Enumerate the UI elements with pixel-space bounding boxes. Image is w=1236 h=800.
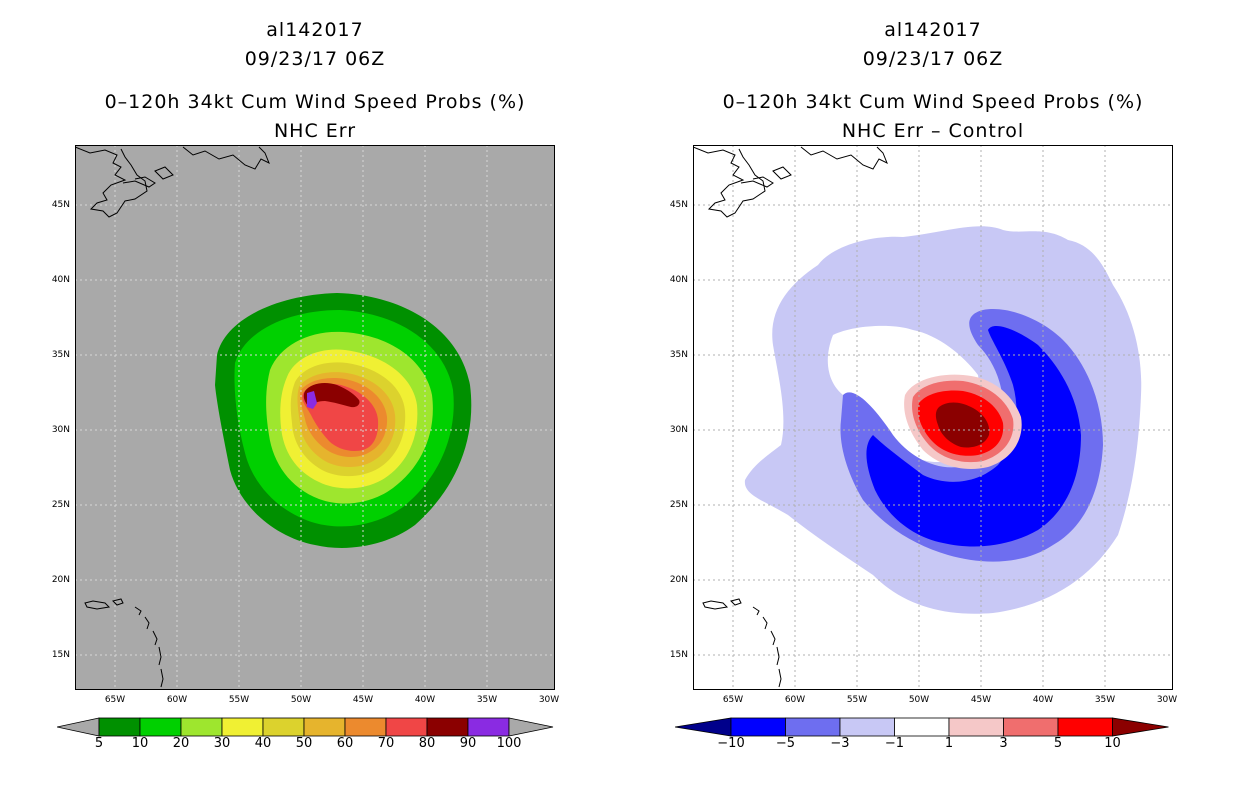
map-frame	[75, 145, 555, 690]
right-lat-label: 25N	[669, 500, 688, 510]
left-lat-label: 40N	[51, 275, 70, 285]
right-subtitle: NHC Err – Control	[841, 120, 1025, 142]
colorbar-box	[221, 717, 264, 737]
colorbar-box	[180, 717, 223, 737]
colorbar-tick-label: 30	[213, 736, 231, 751]
colorbar-box	[98, 717, 141, 737]
colorbar-tick-label: 5	[94, 736, 104, 751]
colorbar-under-arrow	[675, 717, 732, 737]
colorbar-tick-label: 60	[336, 736, 354, 751]
colorbar-box	[467, 717, 510, 737]
right-lat-label: 20N	[669, 575, 688, 585]
right-title: 0–120h 34kt Cum Wind Speed Probs (%)	[722, 91, 1144, 113]
colorbar-tick-label: 40	[254, 736, 272, 751]
colorbar-box	[785, 717, 841, 737]
right-storm-id: al142017	[884, 19, 982, 41]
contour-90	[307, 391, 317, 409]
colorbar-box	[139, 717, 182, 737]
colorbar-box	[385, 717, 428, 737]
left-colorbar	[57, 717, 554, 737]
left-lat-label: 30N	[51, 425, 70, 435]
contour-minus5-to-minus10	[866, 325, 1081, 547]
colorbar-tick-label: 10	[131, 736, 149, 751]
left-subtitle: NHC Err	[273, 120, 357, 142]
left-lat-label: 15N	[51, 650, 70, 660]
colorbar-tick-label: 50	[295, 736, 313, 751]
colorbar-over-arrow	[1112, 717, 1169, 737]
colorbar-tick-label: 3	[999, 736, 1008, 751]
right-lat-label: 45N	[669, 200, 688, 210]
left-lon-label: 50W	[290, 695, 312, 705]
right-colorbar	[675, 717, 1169, 737]
colorbar-tick-label: 20	[172, 736, 190, 751]
grid-lines	[75, 145, 555, 690]
colorbar-under-arrow	[57, 717, 100, 737]
colorbar-boxes	[675, 717, 1169, 737]
colorbar-tick-label: 100	[496, 736, 522, 751]
left-lon-label: 55W	[228, 695, 250, 705]
left-lat-label: 45N	[51, 200, 70, 210]
right-lon-label: 45W	[970, 695, 992, 705]
left-datetime: 09/23/17 06Z	[244, 48, 386, 70]
colorbar-box	[894, 717, 950, 737]
colorbar-box	[730, 717, 786, 737]
left-lon-label: 35W	[476, 695, 498, 705]
colorbar-box	[303, 717, 346, 737]
colorbar-box	[262, 717, 305, 737]
colorbar-tick-label: −10	[717, 736, 745, 751]
colorbar-tick-label: 70	[377, 736, 395, 751]
left-lon-label: 65W	[104, 695, 126, 705]
left-lon-label: 60W	[166, 695, 188, 705]
probability-contours	[215, 293, 472, 548]
right-lon-label: 40W	[1032, 695, 1054, 705]
right-lon-label: 65W	[722, 695, 744, 705]
colorbar-boxes	[98, 717, 510, 737]
right-lon-label: 50W	[908, 695, 930, 705]
right-lon-label: 30W	[1156, 695, 1178, 705]
colorbar-tick-label: −5	[775, 736, 796, 751]
colorbar-tick-label: −1	[884, 736, 905, 751]
coastlines	[693, 146, 888, 688]
right-lat-label: 30N	[669, 425, 688, 435]
colorbar-tick-label: 10	[1104, 736, 1121, 751]
right-lat-label: 40N	[669, 275, 688, 285]
left-lat-label: 25N	[51, 500, 70, 510]
right-lon-label: 35W	[1094, 695, 1116, 705]
left-lat-label: 35N	[51, 350, 70, 360]
left-storm-id: al142017	[266, 19, 364, 41]
colorbar-box	[839, 717, 895, 737]
grid-lines	[693, 145, 1173, 690]
left-lon-label: 40W	[414, 695, 436, 705]
colorbar-box	[1003, 717, 1059, 737]
colorbar-tick-label: 80	[418, 736, 436, 751]
right-datetime: 09/23/17 06Z	[862, 48, 1004, 70]
colorbar-box	[1057, 717, 1113, 737]
difference-contours	[744, 226, 1142, 614]
right-difference-map	[693, 145, 1173, 690]
colorbar-over-arrow	[508, 717, 554, 737]
colorbar-box	[426, 717, 469, 737]
colorbar-box	[948, 717, 1004, 737]
contour-over-plus10	[935, 402, 990, 448]
left-lat-label: 20N	[51, 575, 70, 585]
right-lon-label: 60W	[784, 695, 806, 705]
colorbar-tick-label: 1	[944, 736, 954, 751]
left-lon-label: 30W	[538, 695, 560, 705]
right-lon-label: 55W	[846, 695, 868, 705]
colorbar-tick-label: 5	[1053, 736, 1063, 751]
colorbar-tick-label: −3	[830, 736, 850, 751]
left-probability-map	[75, 145, 555, 690]
right-lat-label: 15N	[669, 650, 688, 660]
coastlines	[75, 146, 270, 688]
colorbar-box	[344, 717, 387, 737]
left-title: 0–120h 34kt Cum Wind Speed Probs (%)	[104, 91, 526, 113]
contour-80	[303, 383, 360, 408]
right-lat-label: 35N	[669, 350, 688, 360]
left-lon-label: 45W	[352, 695, 374, 705]
map-frame	[693, 145, 1173, 690]
colorbar-tick-label: 90	[459, 736, 477, 751]
